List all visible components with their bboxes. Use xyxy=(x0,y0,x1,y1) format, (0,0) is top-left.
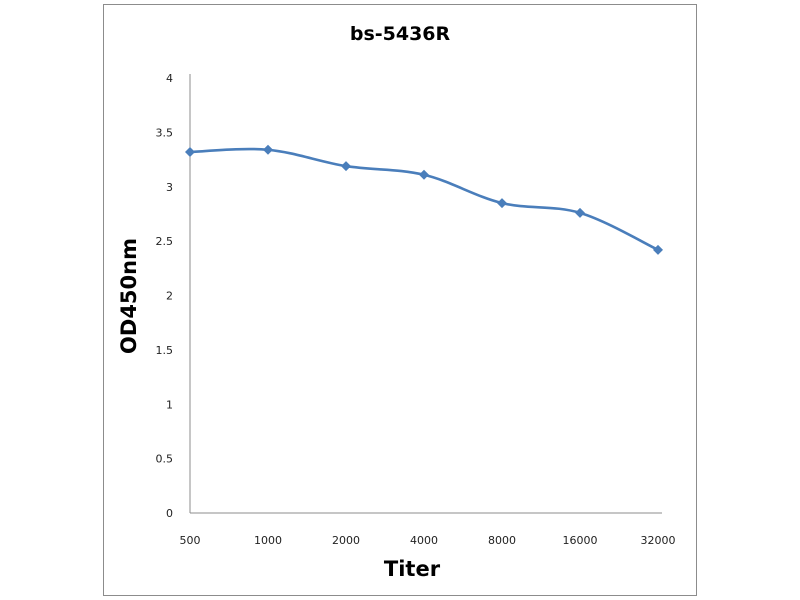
data-point-marker xyxy=(575,207,585,218)
series-line xyxy=(189,147,659,251)
y-tick-label: 1.5 xyxy=(156,344,174,357)
y-tick-label: 3 xyxy=(166,181,173,194)
chart-title: bs-5436R xyxy=(350,23,451,45)
x-tick-label: 2000 xyxy=(332,534,360,547)
data-point-marker xyxy=(419,169,429,180)
y-tick-label: 3.5 xyxy=(156,126,174,139)
data-point-marker xyxy=(341,161,351,172)
y-tick-label: 2.5 xyxy=(156,235,174,248)
x-tick-label: 32000 xyxy=(641,534,676,547)
x-tick-label: 16000 xyxy=(563,534,598,547)
x-tick-label: 8000 xyxy=(488,534,516,547)
y-tick-label: 4 xyxy=(166,72,173,85)
data-point-marker xyxy=(185,146,195,157)
y-tick-label: 2 xyxy=(166,290,173,303)
y-axis-label: OD450nm xyxy=(117,238,141,354)
chart-frame xyxy=(103,4,697,596)
x-tick-label: 1000 xyxy=(254,534,282,547)
data-point-marker xyxy=(653,244,663,255)
data-point-marker xyxy=(263,144,273,155)
y-tick-label: 0.5 xyxy=(156,453,174,466)
y-tick-label: 0 xyxy=(166,507,173,520)
y-tick-label: 1 xyxy=(166,398,173,411)
x-tick-label: 4000 xyxy=(410,534,438,547)
data-point-marker xyxy=(497,198,507,209)
x-tick-label: 500 xyxy=(180,534,201,547)
x-axis-label: Titer xyxy=(384,557,441,581)
